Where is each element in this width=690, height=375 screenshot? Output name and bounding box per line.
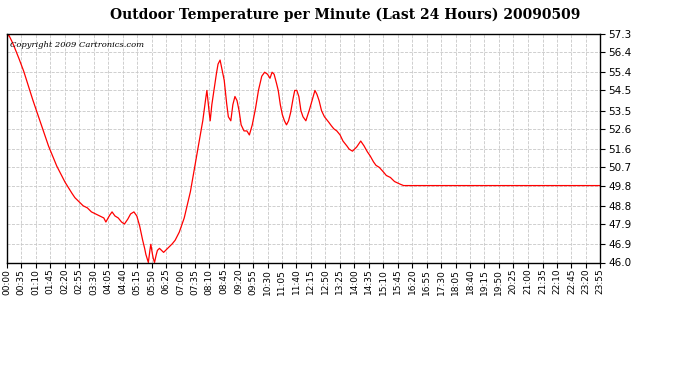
- Text: Copyright 2009 Cartronics.com: Copyright 2009 Cartronics.com: [10, 40, 144, 49]
- Text: Outdoor Temperature per Minute (Last 24 Hours) 20090509: Outdoor Temperature per Minute (Last 24 …: [110, 8, 580, 22]
